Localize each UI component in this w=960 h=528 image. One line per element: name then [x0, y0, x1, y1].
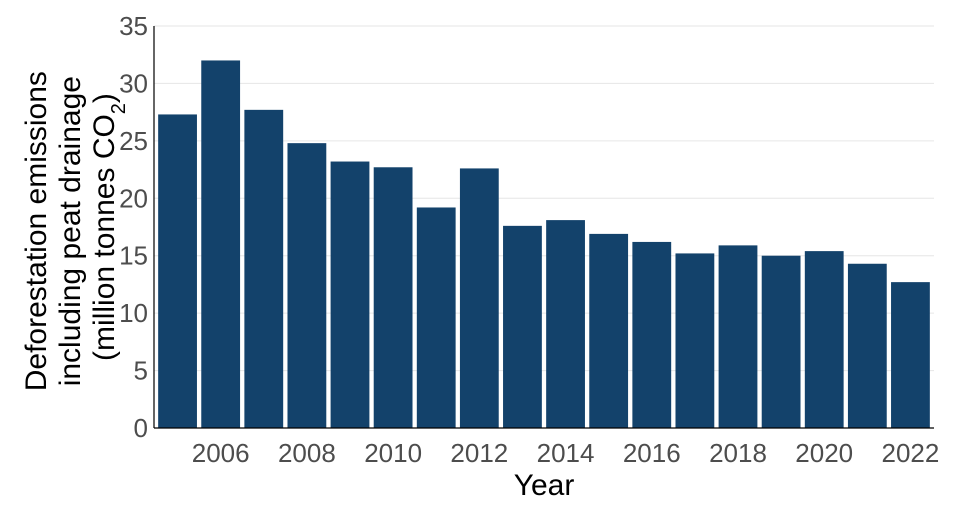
y-tick-labels: 0 5 10 15 20 25 30 35 — [119, 11, 148, 443]
x-tick-label: 2016 — [623, 438, 681, 468]
bar-2017 — [675, 253, 715, 428]
bar-2005 — [158, 114, 197, 428]
bar-2021 — [847, 263, 887, 428]
y-axis-title-line-3: (million tonnes CO2) — [88, 93, 130, 361]
x-tick-label: 2012 — [450, 438, 508, 468]
y-axis-title: Deforestation emissions including peat d… — [20, 63, 130, 392]
bar-2011 — [416, 207, 456, 428]
co2-subscript: 2 — [108, 103, 130, 114]
y-axis-title-line-2: including peat drainage — [54, 76, 87, 386]
bar-2009 — [330, 161, 370, 428]
y-tick-label: 15 — [119, 241, 148, 271]
y-tick-label: 20 — [119, 183, 148, 213]
bar-2015 — [589, 233, 629, 428]
y-tick-label: 5 — [134, 356, 148, 386]
x-tick-label: 2020 — [795, 438, 853, 468]
y-tick-label: 30 — [119, 68, 148, 98]
bar-2008 — [287, 143, 327, 428]
axes — [153, 26, 934, 429]
bar-2006 — [201, 60, 241, 428]
x-axis-title: Year — [514, 469, 575, 502]
bar-2019 — [761, 255, 801, 428]
bar-2007 — [244, 109, 284, 429]
bar-2016 — [632, 241, 672, 428]
bar-2020 — [804, 251, 844, 428]
y-axis-title-line-1: Deforestation emissions — [20, 71, 53, 391]
x-tick-labels: 2006 2008 2010 2012 2014 2016 2018 2020 2022 — [192, 438, 940, 468]
x-tick-label: 2022 — [882, 438, 940, 468]
x-tick-label: 2008 — [278, 438, 336, 468]
x-tick-label: 2014 — [537, 438, 595, 468]
bar-2010 — [373, 167, 413, 428]
y-tick-label: 0 — [134, 413, 148, 443]
x-tick-label: 2010 — [364, 438, 422, 468]
bar-2022 — [891, 282, 930, 428]
y-tick-label: 10 — [119, 298, 148, 328]
gridlines — [154, 25, 934, 372]
bar-2012 — [459, 168, 499, 428]
bar-2014 — [546, 220, 585, 428]
y-tick-label: 35 — [119, 11, 148, 41]
bar-2013 — [503, 225, 542, 428]
x-tick-label: 2018 — [709, 438, 767, 468]
x-tick-label: 2006 — [192, 438, 250, 468]
bar-2018 — [718, 245, 758, 428]
y-tick-label: 25 — [119, 126, 148, 156]
bars — [158, 60, 930, 429]
